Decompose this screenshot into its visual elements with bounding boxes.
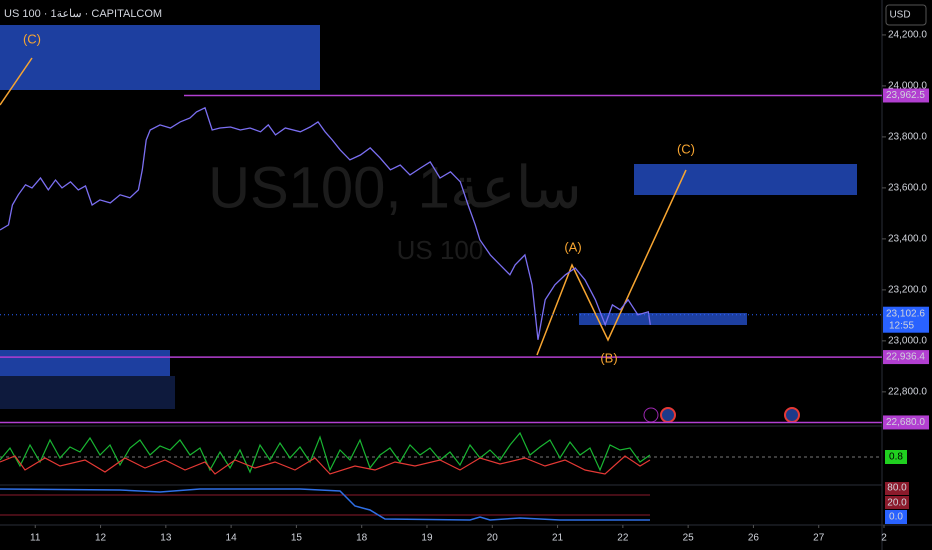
price-label: 22,936.4 xyxy=(886,352,925,363)
x-tick-label: 25 xyxy=(683,533,695,544)
zone xyxy=(579,313,747,325)
zone xyxy=(634,164,857,195)
level-label: 20.0 xyxy=(887,498,907,509)
x-tick-label: 22 xyxy=(617,533,629,544)
level-label-box xyxy=(885,482,909,495)
oscillator-signal xyxy=(0,455,651,475)
price-label-box xyxy=(883,350,929,365)
x-tick-label: 21 xyxy=(552,533,564,544)
symbol-title: US 100 · 1ساعة · CAPITALCOM xyxy=(4,8,162,20)
x-tick-label: 26 xyxy=(748,533,760,544)
x-tick-label: 18 xyxy=(356,533,368,544)
wave-label: (C) xyxy=(23,31,41,46)
y-tick-label: 24,000.0 xyxy=(888,81,927,92)
last-price-label: 23,102.6 xyxy=(886,308,925,319)
y-tick-label: 22,800.0 xyxy=(888,386,927,397)
wave-line xyxy=(0,57,33,106)
x-tick-label: 27 xyxy=(813,533,825,544)
level-label: 80.0 xyxy=(887,483,907,494)
zone xyxy=(0,350,170,376)
event-icon[interactable] xyxy=(784,407,800,423)
x-tick-label: 19 xyxy=(421,533,433,544)
x-tick-label: 15 xyxy=(291,533,303,544)
level-label: 0.0 xyxy=(889,512,903,523)
event-icon[interactable] xyxy=(660,407,676,423)
y-tick-label: 23,800.0 xyxy=(888,132,927,143)
zone xyxy=(0,25,320,90)
x-tick-label: 11 xyxy=(30,533,41,544)
y-tick-label: 23,000.0 xyxy=(888,336,927,347)
price-pane xyxy=(0,106,651,340)
indicator-line xyxy=(0,488,650,521)
y-tick-label: 24,200.0 xyxy=(888,30,927,41)
wave-line xyxy=(536,169,687,356)
price-label: 22,680.0 xyxy=(886,417,925,428)
wave-label: (B) xyxy=(600,350,617,365)
x-tick-label: 2 xyxy=(881,533,887,544)
price-line-series xyxy=(0,106,651,340)
wave-label: (C) xyxy=(677,141,695,156)
osc-label-box xyxy=(885,450,907,464)
price-label: 23,962.5 xyxy=(886,90,925,101)
y-tick-label: 23,600.0 xyxy=(888,183,927,194)
oscillator-line xyxy=(0,431,651,474)
price-label-box xyxy=(883,88,929,103)
price-label-box xyxy=(883,415,929,430)
currency-button[interactable] xyxy=(885,4,927,26)
osc-value: 0.8 xyxy=(889,452,903,463)
y-tick-label: 23,200.0 xyxy=(888,285,927,296)
level-label-box xyxy=(885,510,907,524)
wave-label: (A) xyxy=(564,239,581,254)
zone xyxy=(0,376,175,409)
x-tick-label: 12 xyxy=(95,533,107,544)
y-tick-label: 23,400.0 xyxy=(888,234,927,245)
last-price-box xyxy=(883,306,929,333)
currency-label[interactable]: USD xyxy=(889,10,910,21)
x-tick-label: 20 xyxy=(487,533,499,544)
x-tick-label: 14 xyxy=(226,533,238,544)
level-label-box xyxy=(885,496,909,509)
watermark-subtitle: US 100 xyxy=(397,235,484,265)
watermark-title: US100, 1ساعة xyxy=(208,155,582,220)
x-tick-label: 13 xyxy=(160,533,172,544)
countdown: 12:55 xyxy=(889,320,914,331)
